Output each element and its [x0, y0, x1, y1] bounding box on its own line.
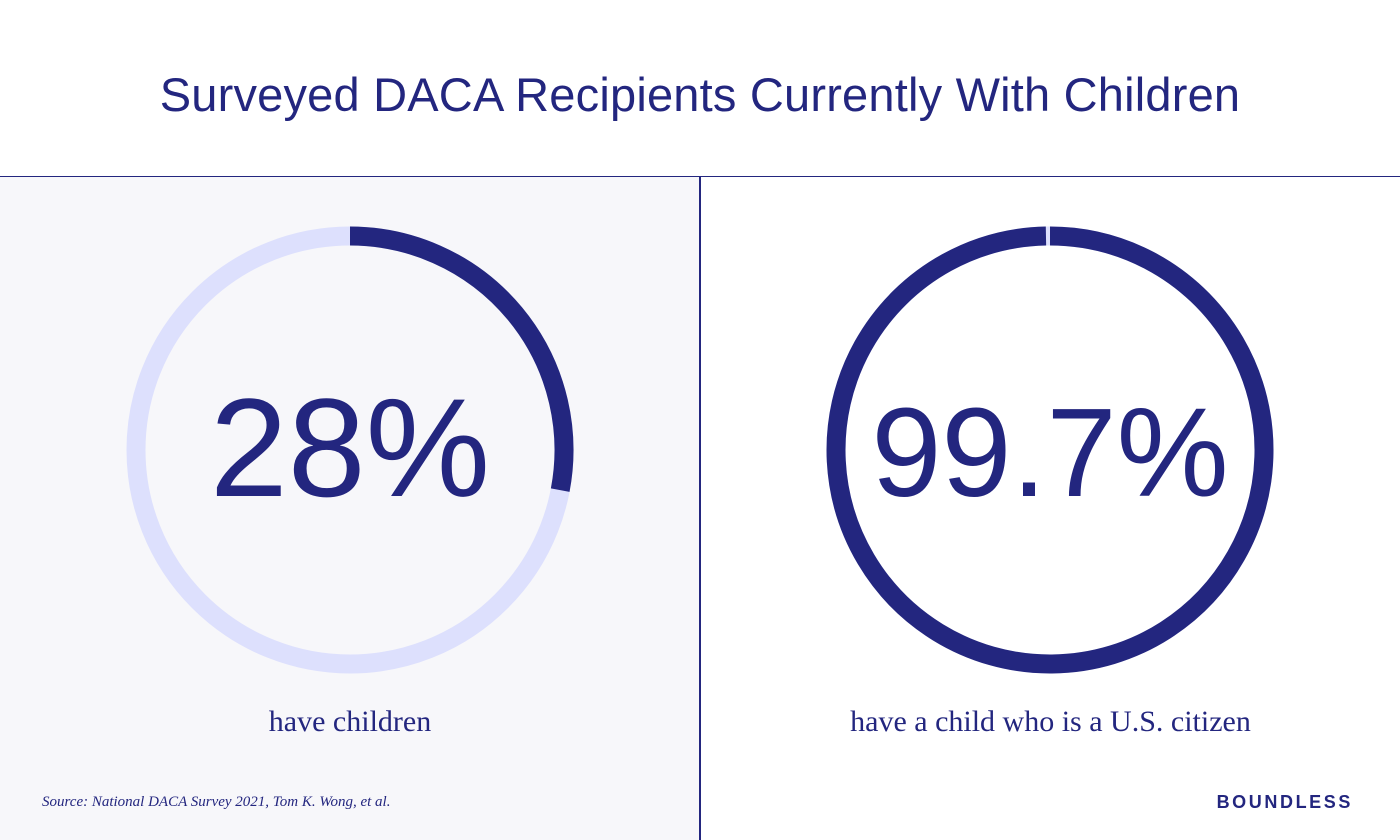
donut-arc [826, 226, 1274, 674]
right-panel: 99.7% have a child who is a U.S. citizen… [701, 177, 1400, 840]
donut-chart-children: 28% [126, 226, 574, 674]
donut-value-label: 99.7% [871, 382, 1228, 523]
donut-caption: have a child who is a U.S. citizen [850, 705, 1251, 738]
divider [699, 177, 701, 840]
donut-value-label: 28% [210, 369, 490, 526]
source-note: Source: National DACA Survey 2021, Tom K… [42, 794, 391, 810]
donut-chart-us-citizen-child: 99.7% [826, 226, 1274, 674]
boundless-logo: BOUNDLESS [1216, 792, 1353, 812]
left-panel: 28% have children Source: National DACA … [0, 177, 700, 840]
donut-arc [349, 226, 574, 492]
donut-caption: have children [268, 705, 432, 738]
chart-title: Surveyed DACA Recipients Currently With … [159, 67, 1241, 121]
header: Surveyed DACA Recipients Currently With … [0, 0, 1400, 177]
